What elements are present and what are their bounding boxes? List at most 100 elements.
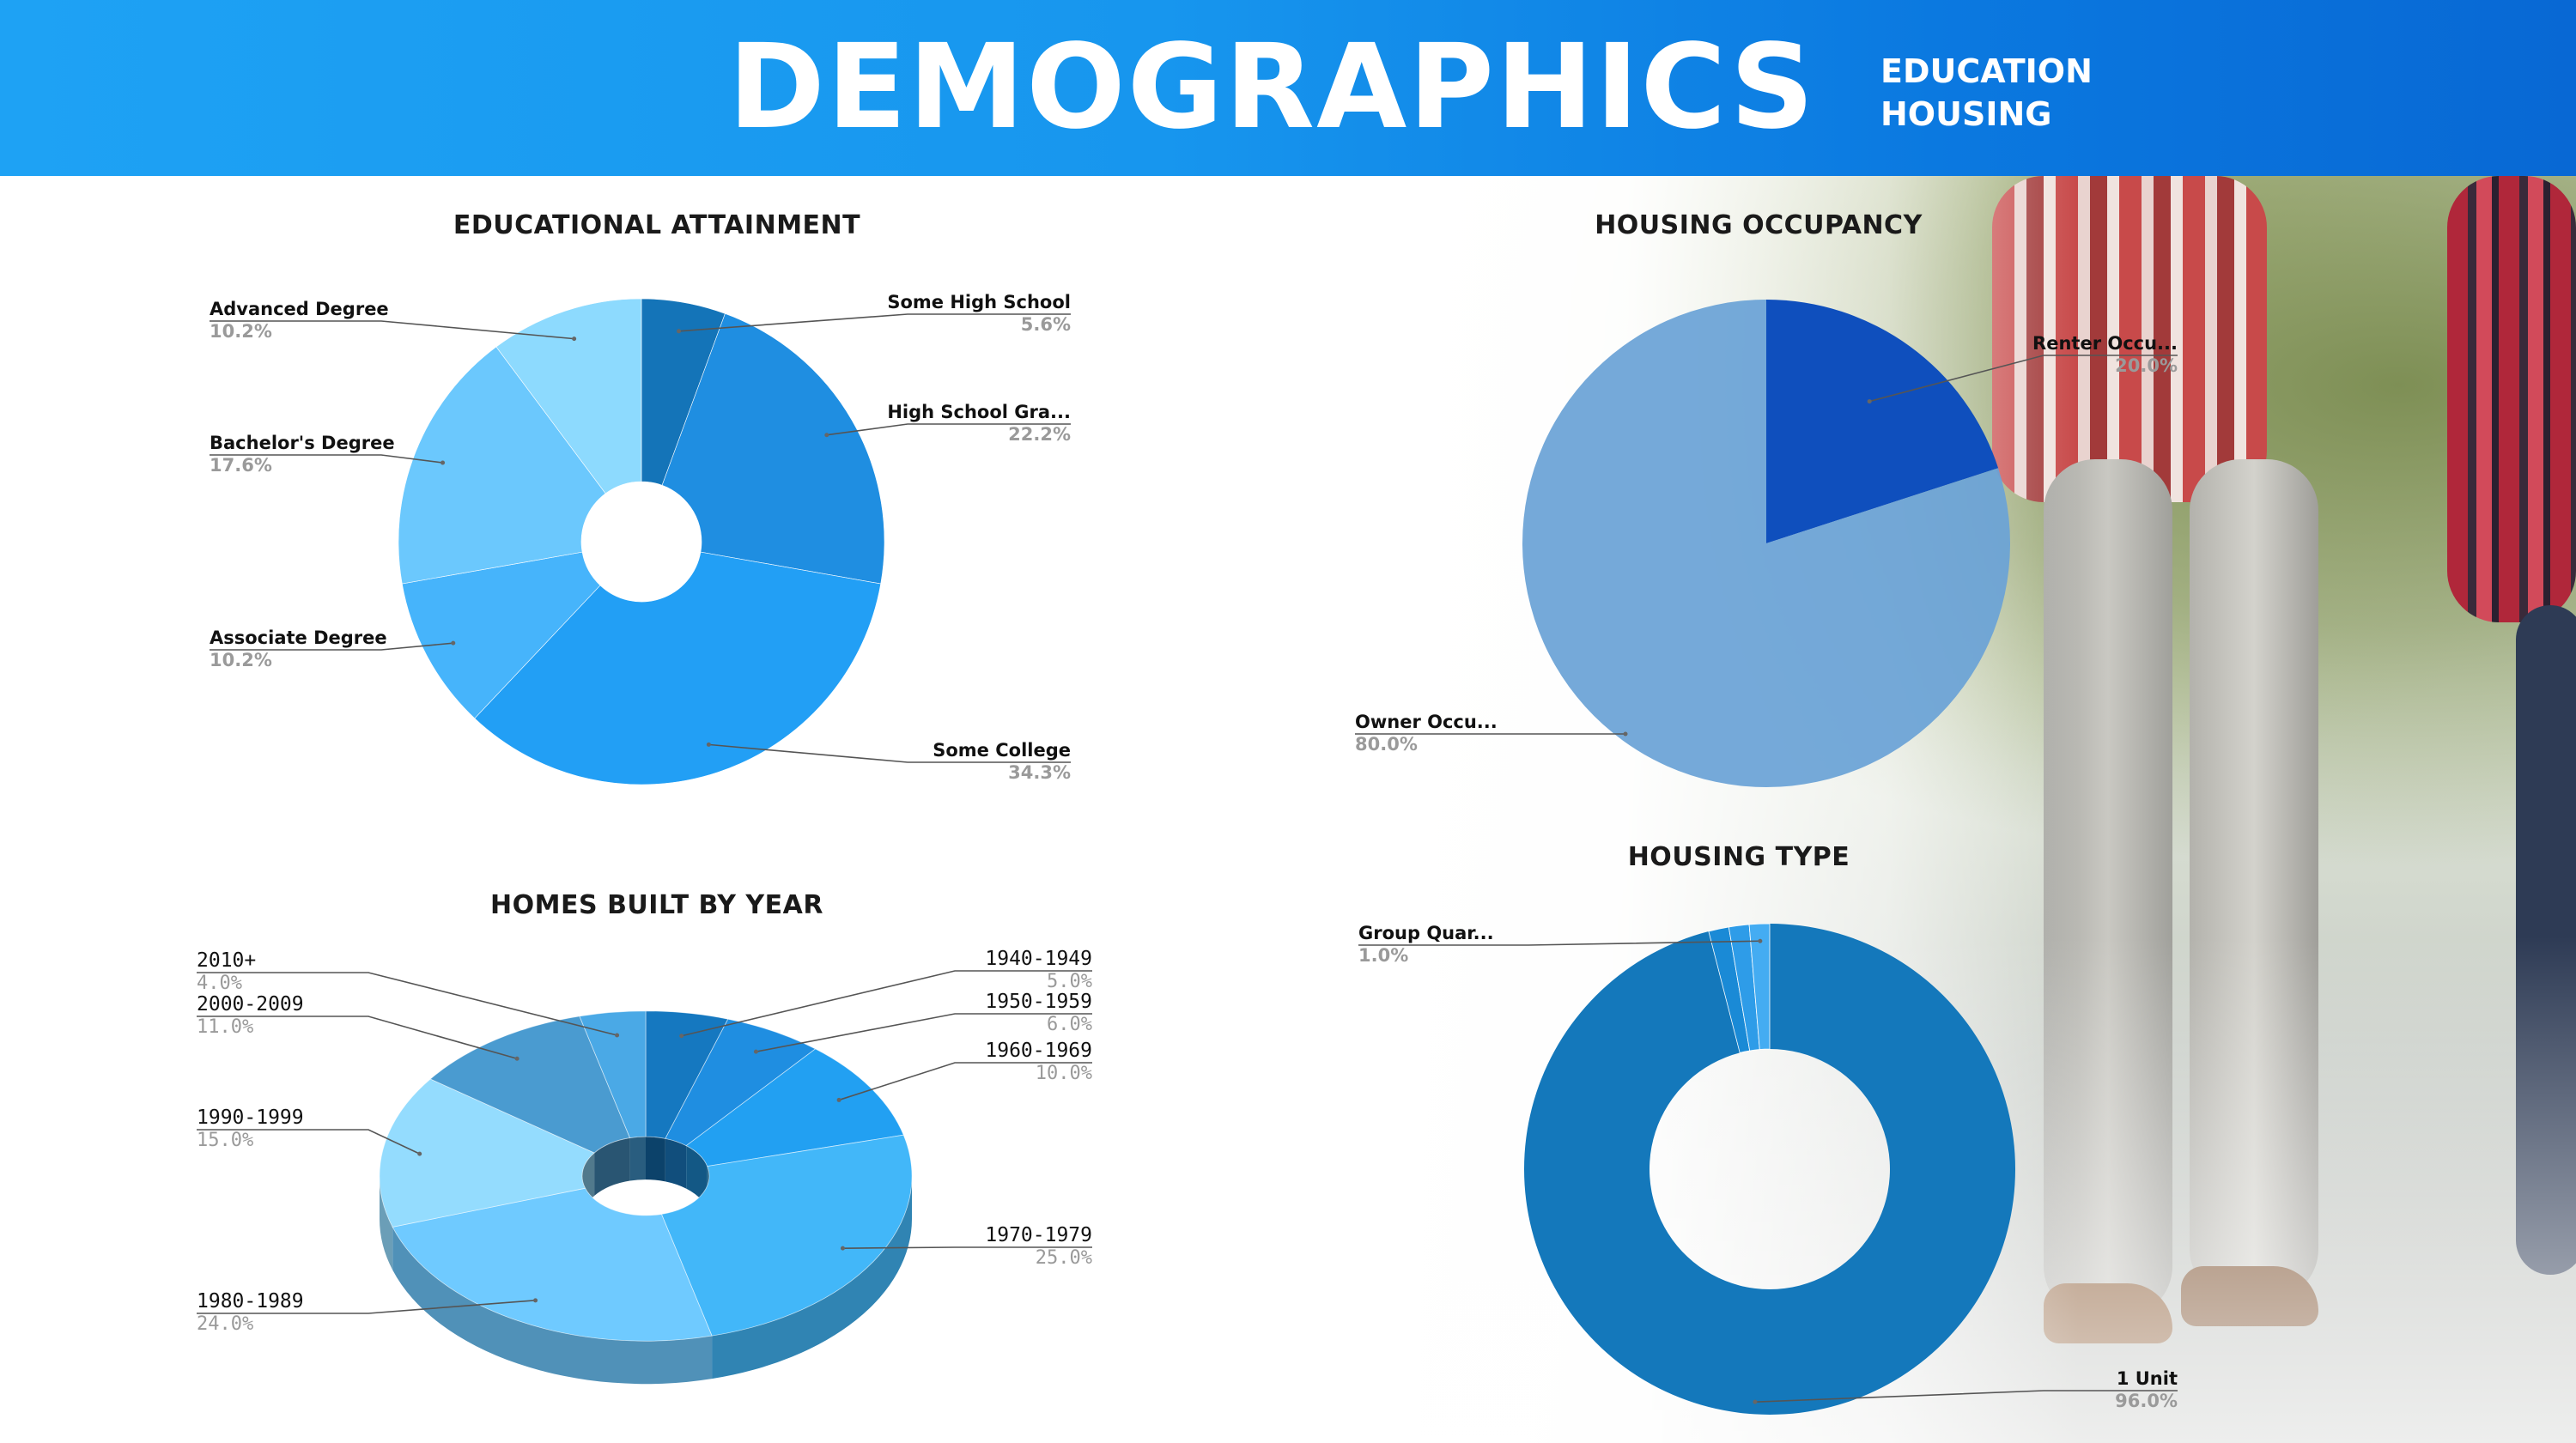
edu-advanced-degree-label: Advanced Degree xyxy=(210,299,389,319)
edu-advanced-degree-leader-dot xyxy=(572,336,577,342)
edu-some-high-school-leader xyxy=(678,313,1071,332)
slice-minor-2 xyxy=(1748,923,1771,1050)
slice-1990-1999 xyxy=(379,1078,595,1228)
edu-high-school-gra-label: High School Gra... xyxy=(887,402,1071,422)
edu-advanced-degree-leader xyxy=(210,320,574,340)
built-2010-leader xyxy=(197,972,617,1036)
built-1940-1949-leader-dot xyxy=(679,1034,684,1039)
edu-high-school-gra-value-label: 22.2% xyxy=(1008,424,1071,445)
chart-title-occupancy: HOUSING OCCUPANCY xyxy=(1595,210,1923,240)
edu-some-college-leader-dot xyxy=(706,742,711,747)
built-1950-1959-value-label: 6.0% xyxy=(1047,1014,1092,1035)
edu-some-college-value-label: 34.3% xyxy=(1008,762,1071,783)
hole-wall-2010-1 xyxy=(629,1137,646,1181)
built-1940-1949-value-label: 5.0% xyxy=(1047,971,1092,992)
edu-some-high-school-leader-dot xyxy=(677,329,682,334)
wall-1990-1999 xyxy=(380,1176,393,1270)
slice-1970-1979 xyxy=(660,1134,913,1337)
chart-title-education: EDUCATIONAL ATTAINMENT xyxy=(453,210,861,240)
occ-owner-label: Owner Occu... xyxy=(1355,712,1498,732)
edu-associate-degree-label: Associate Degree xyxy=(210,628,387,648)
built-1960-1969-leader xyxy=(838,1062,1092,1101)
wall-1980-1989 xyxy=(392,1227,713,1385)
hole-wall-1960-1969-0 xyxy=(686,1145,708,1210)
built-1950-1959-leader xyxy=(756,1013,1092,1052)
hole-wall-1940-1949-0 xyxy=(646,1137,665,1182)
built-1940-1949-leader xyxy=(681,970,1092,1037)
slice-1960-1969 xyxy=(685,1048,904,1167)
built-1980-1989-leader-dot xyxy=(533,1298,538,1303)
built-1960-1969-label: 1960-1969 xyxy=(985,1040,1092,1062)
type-group-label: Group Quar... xyxy=(1358,923,1494,943)
slice-high-school-gra xyxy=(661,312,885,585)
edu-advanced-degree-value-label: 10.2% xyxy=(210,321,272,342)
slice-2000-2009 xyxy=(429,1016,631,1154)
built-1960-1969-leader-dot xyxy=(836,1097,841,1102)
built-1990-1999-label: 1990-1999 xyxy=(197,1107,304,1129)
built-2010-value-label: 4.0% xyxy=(197,973,242,994)
slice-some-college xyxy=(474,551,882,785)
edu-high-school-gra-leader xyxy=(826,423,1071,436)
built-1990-1999-leader xyxy=(197,1129,421,1155)
built-1960-1969-value-label: 10.0% xyxy=(1036,1063,1092,1084)
slice-owner-occu xyxy=(1522,300,2010,787)
occ-renter-leader-dot xyxy=(1867,399,1872,404)
built-1970-1979-label: 1970-1979 xyxy=(985,1224,1092,1246)
edu-some-high-school-value-label: 5.6% xyxy=(1021,314,1071,335)
edu-bachelor-s-degree-leader xyxy=(210,454,443,464)
slice-2010 xyxy=(579,1010,647,1139)
slice-1-unit xyxy=(1523,924,2015,1415)
type-group-leader xyxy=(1358,940,1760,946)
edu-bachelor-s-degree-value-label: 17.6% xyxy=(210,455,272,476)
subtitle-housing: HOUSING xyxy=(1880,95,2052,133)
edu-bachelor-s-degree-leader-dot xyxy=(440,460,446,465)
occ-owner-leader-dot xyxy=(1623,731,1628,737)
built-2000-2009-label: 2000-2009 xyxy=(197,993,304,1016)
edu-bachelor-s-degree-label: Bachelor's Degree xyxy=(210,433,395,453)
edu-associate-degree-leader xyxy=(210,642,453,651)
built-1980-1989-leader xyxy=(197,1300,536,1314)
subtitle-education: EDUCATION xyxy=(1880,52,2093,90)
header-subtitles: EDUCATION HOUSING xyxy=(1880,50,2093,136)
slice-1980-1989 xyxy=(392,1187,713,1342)
edu-high-school-gra-leader-dot xyxy=(824,433,829,438)
built-1950-1959-leader-dot xyxy=(753,1049,758,1054)
type-unit-leader xyxy=(1754,1390,2178,1403)
hole-wall-2000-2009-1 xyxy=(594,1137,630,1197)
edu-some-college-label: Some College xyxy=(933,740,1071,761)
built-1970-1979-leader xyxy=(842,1246,1092,1249)
occ-renter-label: Renter Occu... xyxy=(2032,333,2178,354)
occ-renter-value-label: 20.0% xyxy=(2115,355,2178,376)
slice-associate-degree xyxy=(401,551,601,719)
page-title: DEMOGRAPHICS xyxy=(728,20,1816,155)
type-unit-label: 1 Unit xyxy=(2117,1368,2178,1389)
chart-title-homes-built: HOMES BUILT BY YEAR xyxy=(490,890,823,920)
built-1940-1949-label: 1940-1949 xyxy=(985,948,1092,970)
slice-renter-occu xyxy=(1766,300,1999,543)
edu-associate-degree-leader-dot xyxy=(451,640,456,646)
type-group-value-label: 1.0% xyxy=(1358,945,1408,966)
built-2000-2009-leader xyxy=(197,1016,518,1060)
type-group-leader-dot xyxy=(1758,938,1763,943)
header-banner: DEMOGRAPHICS EDUCATION HOUSING xyxy=(0,0,2576,176)
built-1980-1989-value-label: 24.0% xyxy=(197,1313,253,1335)
slice-advanced-degree xyxy=(495,298,642,494)
type-unit-leader-dot xyxy=(1753,1399,1758,1404)
built-1950-1959-label: 1950-1959 xyxy=(985,991,1092,1013)
chart-title-housing-type: HOUSING TYPE xyxy=(1627,842,1850,872)
type-unit-value-label: 96.0% xyxy=(2115,1391,2178,1411)
wall-1970-1979 xyxy=(712,1176,912,1379)
edu-associate-degree-value-label: 10.2% xyxy=(210,650,272,670)
built-2000-2009-leader-dot xyxy=(514,1056,519,1061)
edu-some-high-school-label: Some High School xyxy=(887,292,1071,312)
built-1990-1999-leader-dot xyxy=(417,1151,422,1156)
built-2000-2009-value-label: 11.0% xyxy=(197,1016,253,1038)
occ-owner-value-label: 80.0% xyxy=(1355,734,1418,755)
built-2010-label: 2010+ xyxy=(197,949,256,972)
built-1990-1999-value-label: 15.0% xyxy=(197,1130,253,1151)
hole-wall-1950-1959-0 xyxy=(665,1138,687,1189)
edu-some-college-leader xyxy=(708,743,1071,763)
occ-renter-leader xyxy=(1868,355,2178,403)
